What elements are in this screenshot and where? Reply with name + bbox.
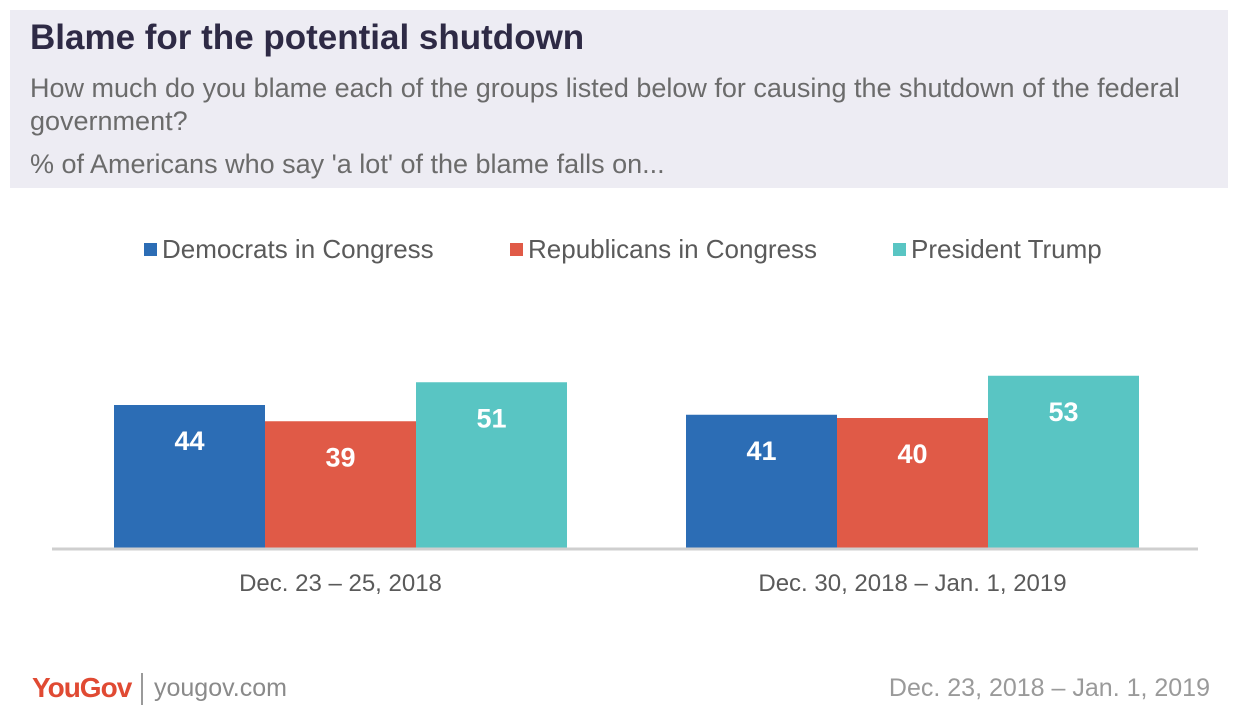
legend-label-democrats: Democrats in Congress: [162, 234, 434, 264]
legend-item-republicans: Republicans in Congress: [510, 234, 817, 265]
legend: Democrats in Congress Republicans in Con…: [0, 234, 1240, 266]
chart-title: Blame for the potential shutdown: [30, 18, 585, 57]
bar-republicans-in-congress-1: [837, 418, 988, 548]
footer-site: yougov.com: [154, 674, 287, 702]
legend-item-democrats: Democrats in Congress: [144, 234, 434, 265]
yougov-logo: YouGov: [32, 672, 132, 703]
footer-date-range: Dec. 23, 2018 – Jan. 1, 2019: [888, 674, 1210, 702]
bar-democrats-in-congress-1: [686, 414, 837, 548]
legend-swatch-trump: [893, 243, 906, 256]
data-label-president-trump-1: 53: [1048, 397, 1078, 427]
legend-swatch-republicans: [510, 243, 523, 256]
x-tick-label-0: Dec. 23 – 25, 2018: [239, 570, 442, 597]
data-label-republicans-in-congress-0: 39: [325, 442, 355, 472]
legend-label-republicans: Republicans in Congress: [528, 234, 818, 264]
bar-republicans-in-congress-0: [265, 421, 416, 548]
header-panel: Blame for the potential shutdown How muc…: [10, 10, 1228, 188]
x-tick-label-1: Dec. 30, 2018 – Jan. 1, 2019: [758, 570, 1066, 597]
chart-subtitle: How much do you blame each of the groups…: [30, 73, 1180, 136]
data-label-president-trump-0: 51: [476, 403, 506, 433]
bar-democrats-in-congress-0: [114, 405, 265, 548]
legend-label-trump: President Trump: [911, 234, 1102, 264]
legend-item-trump: President Trump: [893, 234, 1102, 265]
chart-note: % of Americans who say 'a lot' of the bl…: [30, 149, 665, 179]
legend-swatch-democrats: [144, 243, 157, 256]
data-label-democrats-in-congress-0: 44: [174, 426, 204, 456]
footer-divider: [141, 673, 143, 705]
bar-president-trump-0: [416, 382, 567, 548]
data-label-republicans-in-congress-1: 40: [897, 439, 927, 469]
data-label-democrats-in-congress-1: 41: [746, 436, 776, 466]
bar-president-trump-1: [988, 375, 1139, 548]
